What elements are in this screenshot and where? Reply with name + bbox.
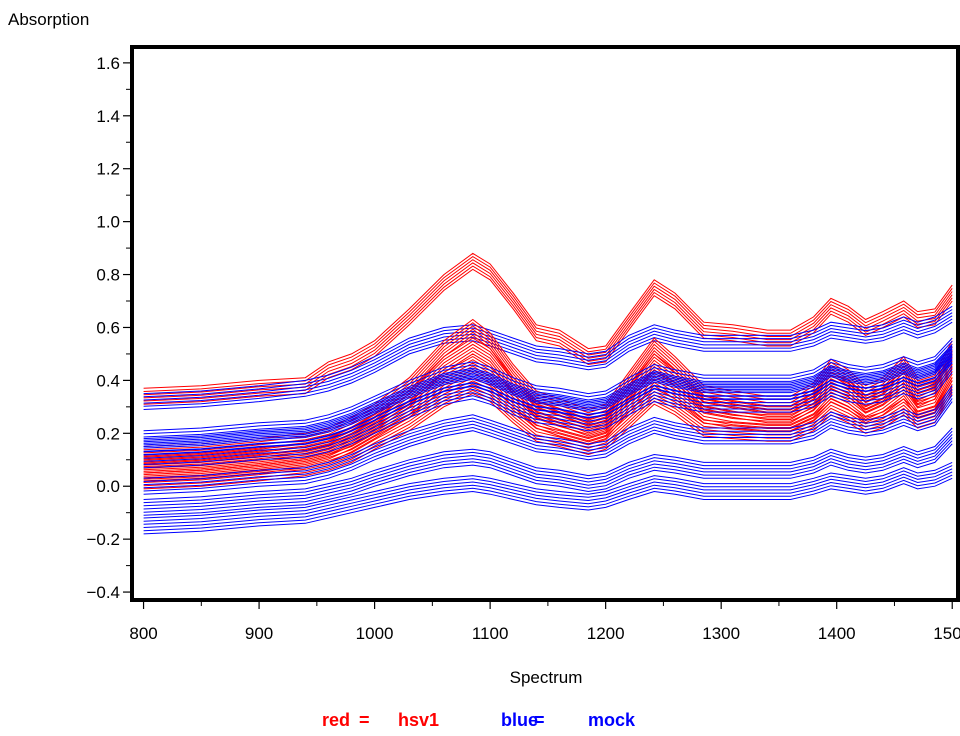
legend-label: mock	[588, 710, 636, 730]
spectrum-line	[143, 440, 953, 513]
spectrum-line	[143, 362, 953, 459]
spectrum-line	[143, 368, 953, 465]
tick-layer: 800 900 1000 1100 1200 1300 1400 1500 −0.4 −0.2 0.…	[86, 54, 960, 643]
legend-item-hsv1: red = hsv1	[322, 710, 439, 730]
spectrum-line	[143, 443, 953, 516]
spectrum-line	[143, 372, 953, 469]
legend-color-word: red	[322, 710, 350, 730]
legend-equals: =	[534, 710, 545, 730]
legend-item-mock: blue= mock	[501, 710, 636, 730]
x-tick-label: 1200	[587, 624, 625, 643]
spectrum-line	[143, 477, 953, 535]
y-axis-title: Absorption	[8, 10, 89, 29]
spectrum-line	[143, 471, 953, 528]
spectrum-line	[143, 377, 953, 474]
legend-label: hsv1	[398, 710, 439, 730]
spectrum-line	[143, 468, 953, 525]
spectrum-line	[143, 434, 953, 507]
spectrum-line	[143, 437, 953, 510]
y-tick-label: 0.2	[96, 424, 120, 443]
y-tick-label: 1.2	[96, 160, 120, 179]
spectrum-line	[143, 337, 953, 432]
x-tick-label: 1300	[702, 624, 740, 643]
x-tick-label: 1100	[472, 624, 509, 643]
series-mock	[143, 356, 953, 469]
series-mock	[143, 461, 953, 535]
x-axis-title: Spectrum	[510, 668, 583, 687]
spectrum-line	[143, 427, 953, 500]
spectrum-line	[143, 465, 953, 522]
spectrum-line	[143, 385, 953, 479]
spectrum-line	[143, 398, 953, 492]
spectrum-line	[143, 365, 953, 476]
spectrum-line	[143, 362, 953, 472]
spectrum-line	[143, 386, 953, 483]
spectrum-line	[143, 255, 953, 392]
spectrum-line	[143, 252, 953, 389]
spectrum-line	[143, 356, 953, 466]
spectrum-line	[143, 351, 953, 446]
spectrum-line	[143, 344, 953, 438]
spectrum-line	[143, 318, 953, 407]
x-tick-label: 1000	[356, 624, 394, 643]
spectrum-line	[143, 430, 953, 504]
spectrum-line	[143, 394, 953, 489]
spectrum-line	[143, 347, 953, 441]
spectrum-line	[143, 401, 953, 495]
series-mock	[143, 337, 953, 447]
y-tick-label: −0.2	[86, 530, 120, 549]
legend-color-word: blue	[501, 710, 538, 730]
spectrum-line	[143, 388, 953, 482]
spectrum-line	[143, 391, 953, 486]
y-tick-label: 1.0	[96, 213, 120, 232]
legend: red = hsv1 blue= mock	[322, 710, 636, 730]
y-tick-label: 0.4	[96, 371, 120, 390]
y-tick-label: −0.4	[86, 583, 120, 602]
spectrum-line	[143, 355, 953, 449]
spectrum-line	[143, 365, 953, 462]
y-tick-label: 1.4	[96, 107, 120, 126]
spectrum-line	[143, 328, 953, 457]
spectrum-line	[143, 309, 953, 398]
spectrum-line	[143, 356, 953, 453]
series-mock	[143, 305, 953, 410]
y-tick-label: 0.8	[96, 266, 120, 285]
spectrum-line	[143, 389, 953, 487]
spectrum-line	[143, 325, 953, 454]
spectrum-line	[143, 359, 953, 469]
y-tick-label: 0.6	[96, 318, 120, 337]
spectrum-line	[143, 393, 953, 490]
spectrum-line	[143, 461, 953, 519]
spectrum-line	[143, 322, 953, 451]
plot-frame	[130, 45, 960, 602]
series-mock	[143, 427, 953, 516]
legend-equals: =	[359, 710, 370, 730]
spectrum-line	[143, 305, 953, 395]
series-layer	[143, 252, 953, 535]
spectrum-line	[143, 359, 953, 456]
y-tick-label: 1.6	[96, 54, 120, 73]
spectrum-line	[143, 340, 953, 435]
x-tick-label: 800	[129, 624, 157, 643]
spectrum-line	[143, 345, 953, 440]
y-tick-label: 0.0	[96, 477, 120, 496]
spectrum-line	[143, 315, 953, 404]
spectrum-line	[143, 474, 953, 532]
spectrum-line	[143, 259, 953, 396]
spectrum-line	[143, 383, 953, 480]
series-hsv1	[143, 377, 953, 490]
spectrum-line	[143, 380, 953, 477]
spectrum-line	[143, 353, 953, 447]
spectrum-line	[143, 350, 953, 444]
series-mock	[143, 385, 953, 495]
x-tick-label: 1500	[933, 624, 960, 643]
spectrum-line	[143, 348, 953, 443]
spectrum-line	[143, 321, 953, 410]
x-tick-label: 900	[245, 624, 273, 643]
spectrum-line	[143, 312, 953, 401]
x-tick-label: 1400	[818, 624, 856, 643]
